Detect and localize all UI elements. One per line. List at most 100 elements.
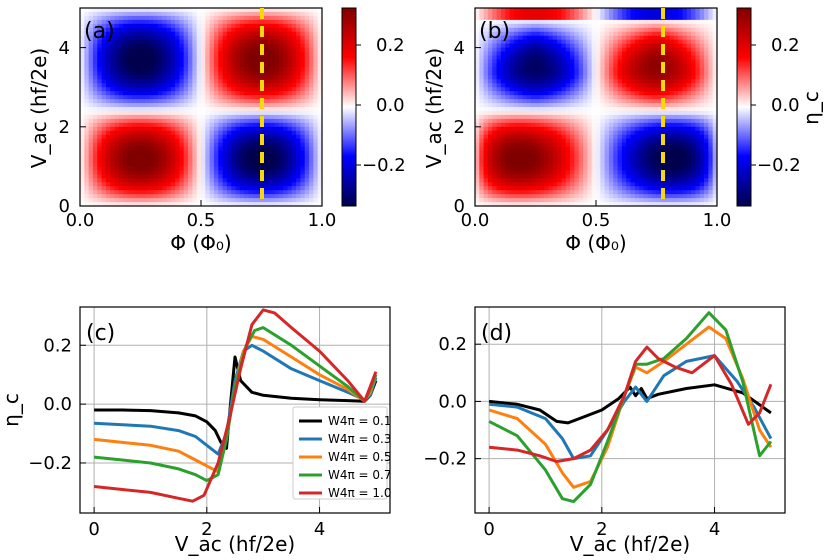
heatmap-cell (105, 51, 111, 57)
heatmap-cell (192, 146, 198, 152)
heatmap-cell (162, 11, 168, 17)
heatmap-cell (183, 130, 189, 136)
heatmap-cell (192, 154, 198, 160)
heatmap-cell (522, 35, 528, 41)
heatmap-cell (287, 166, 293, 171)
heatmap-cell (604, 67, 610, 72)
heatmap-cell (80, 27, 85, 33)
heatmap-cell (587, 11, 593, 17)
heatmap-cell (175, 23, 180, 29)
heatmap-cell (518, 142, 524, 148)
heatmap-cell (188, 11, 193, 17)
heatmap-cell (621, 198, 627, 203)
heatmap-cell (496, 11, 502, 17)
heatmap-cell (274, 15, 280, 21)
heatmap-cell (492, 162, 498, 167)
heatmap-cell (652, 134, 658, 140)
heatmap-cell (535, 107, 541, 112)
heatmap-cell (505, 75, 511, 80)
heatmap-cell (291, 166, 297, 171)
heatmap-cell (192, 23, 198, 29)
heatmap-cell (561, 166, 567, 171)
heatmap-cell (604, 142, 610, 148)
heatmap-cell (596, 8, 601, 13)
heatmap-cell (291, 39, 297, 45)
heatmap-cell (535, 63, 541, 68)
heatmap-cell (153, 107, 159, 112)
heatmap-cell (88, 55, 94, 61)
heatmap-cell (144, 87, 150, 92)
heatmap-cell (149, 186, 155, 191)
heatmap-cell (652, 23, 658, 29)
heatmap-cell (505, 122, 511, 128)
heatmap-cell (140, 67, 146, 72)
heatmap-cell (183, 146, 189, 152)
heatmap-cell (509, 130, 515, 136)
heatmap-cell (239, 122, 245, 128)
heatmap-cell (88, 162, 94, 167)
heatmap-cell (544, 166, 550, 171)
heatmap-cell (287, 142, 293, 148)
heatmap-cell (652, 99, 658, 104)
heatmap-cell (600, 142, 606, 148)
heatmap-cell (652, 79, 658, 84)
heatmap-cell (123, 63, 129, 68)
heatmap-cell (621, 11, 627, 17)
heatmap-cell (235, 75, 241, 80)
heatmap-cell (192, 198, 198, 203)
heatmap-cell (136, 95, 142, 100)
heatmap-cell (127, 99, 133, 104)
heatmap-cell (475, 99, 480, 104)
heatmap-cell (162, 110, 168, 116)
heatmap-cell (291, 31, 297, 37)
heatmap-cell (596, 130, 601, 136)
heatmap-cell (274, 170, 280, 175)
heatmap-cell (509, 170, 515, 175)
heatmap-cell (244, 186, 250, 191)
heatmap-cell (604, 23, 610, 29)
heatmap-cell (205, 87, 211, 92)
heatmap-cell (587, 35, 593, 41)
heatmap-cell (656, 107, 662, 112)
heatmap-cell (526, 83, 532, 88)
heatmap-cell (626, 35, 632, 41)
heatmap-cell (479, 43, 485, 49)
heatmap-cell (131, 194, 137, 199)
heatmap-cell (509, 182, 515, 187)
heatmap-cell (496, 87, 502, 92)
heatmap-cell (535, 19, 541, 25)
heatmap-cell (80, 186, 85, 191)
heatmap-cell (274, 150, 280, 156)
heatmap-cell (201, 27, 206, 33)
heatmap-cell (222, 162, 228, 167)
heatmap-cell (239, 126, 245, 132)
heatmap-cell (291, 178, 297, 183)
heatmap-cell (634, 186, 640, 191)
heatmap-cell (196, 114, 202, 120)
heatmap-cell (127, 146, 133, 152)
heatmap-cell (84, 31, 90, 37)
heatmap-cell (257, 83, 263, 88)
heatmap-cell (283, 202, 289, 207)
heatmap-cell (118, 114, 124, 120)
heatmap-cell (88, 83, 94, 88)
heatmap-cell (626, 178, 632, 183)
heatmap-cell (110, 138, 116, 144)
heatmap-cell (248, 39, 254, 45)
heatmap-cell (123, 95, 129, 100)
heatmap-cell (613, 11, 619, 17)
heatmap-cell (304, 11, 310, 17)
heatmap-cell (578, 103, 584, 108)
heatmap-cell (84, 170, 90, 175)
heatmap-cell (613, 39, 619, 45)
heatmap-cell (300, 99, 306, 104)
heatmap-cell (496, 142, 502, 148)
heatmap-cell (617, 130, 623, 136)
heatmap-cell (621, 194, 627, 199)
heatmap-cell (317, 194, 323, 199)
heatmap-cell (548, 126, 554, 132)
heatmap-cell (552, 154, 558, 160)
heatmap-cell (140, 43, 146, 49)
heatmap-cell (157, 67, 163, 72)
heatmap-cell (518, 158, 524, 164)
